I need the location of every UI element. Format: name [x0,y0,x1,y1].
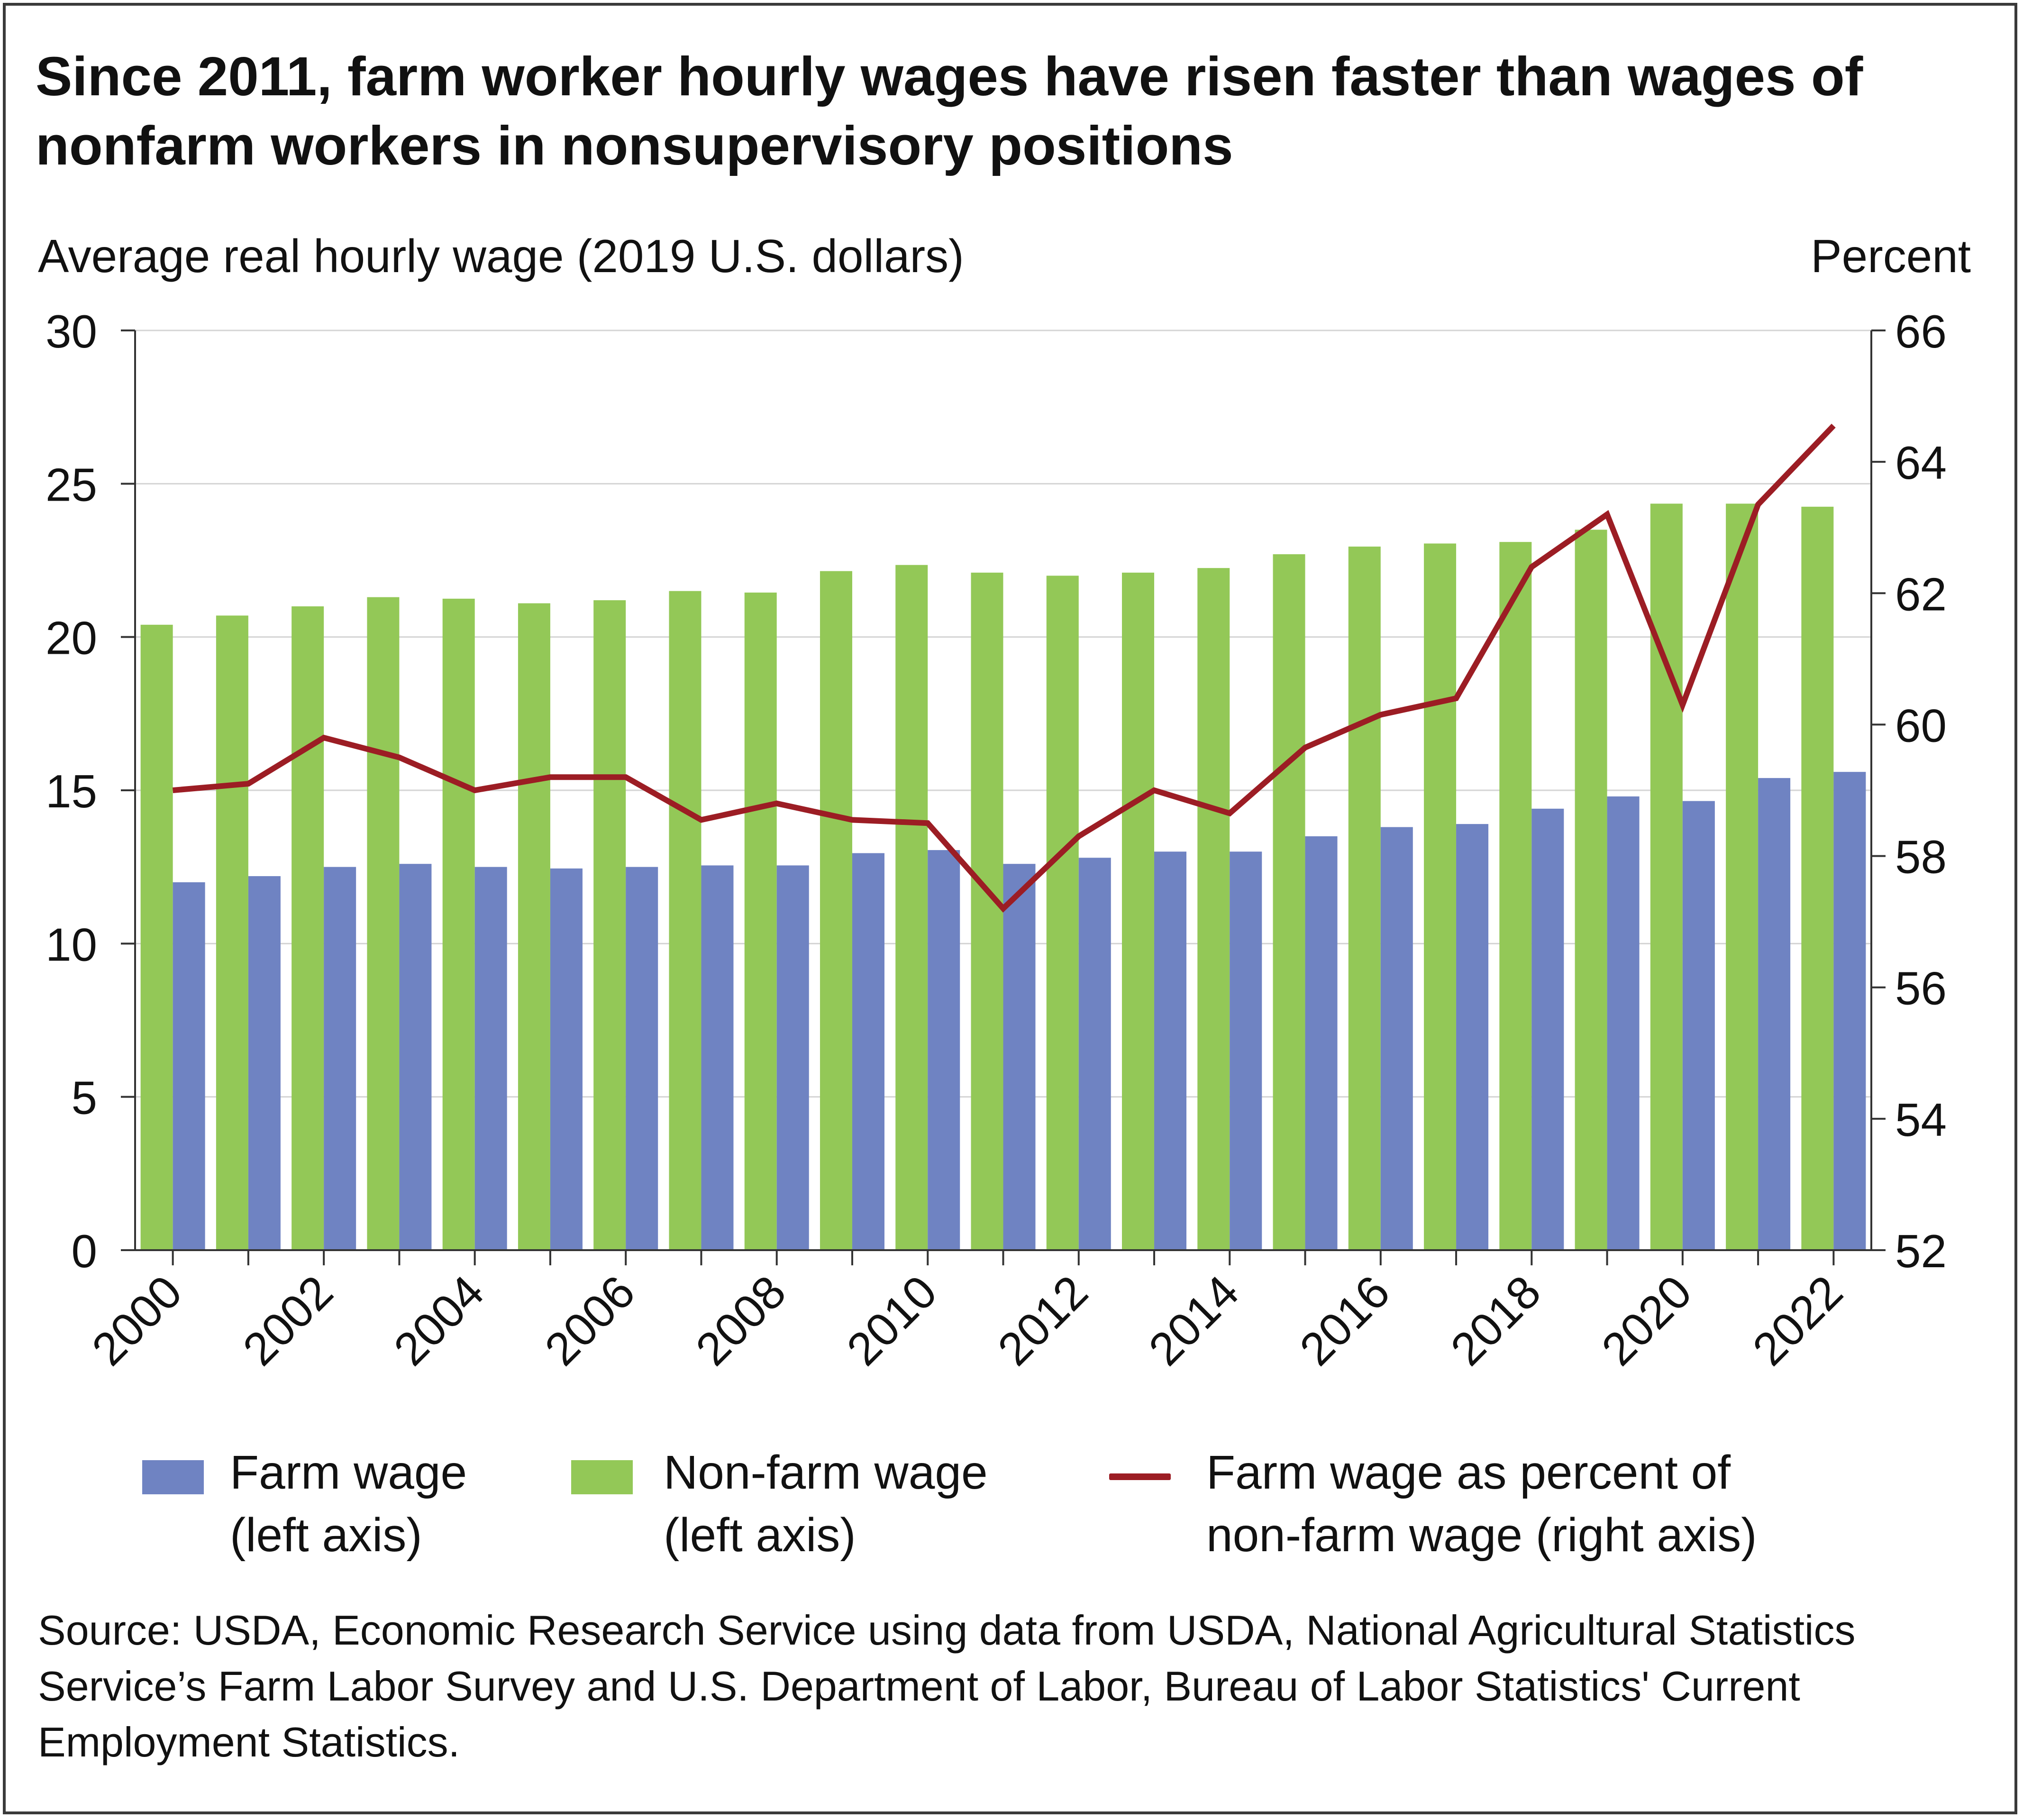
x-tick-label: 2008 [686,1265,796,1375]
legend-ratio-line2: non-farm wage (right axis) [1206,1509,1757,1562]
x-tick-label: 2020 [1592,1265,1702,1375]
x-tick-label: 2016 [1290,1265,1400,1375]
right-tick-label: 64 [1895,437,1947,489]
farm-wage-bar [399,864,432,1250]
left-axis-title: Average real hourly wage (2019 U.S. doll… [38,230,964,282]
x-tick-label: 2018 [1440,1265,1550,1375]
right-tick-label: 54 [1895,1094,1947,1146]
legend-nonfarm-line2: (left axis) [664,1509,856,1562]
left-tick-label: 30 [46,305,97,357]
nonfarm-wage-bar [593,600,626,1250]
farm-wage-bar [1305,836,1338,1250]
nonfarm-wage-bar [744,592,777,1250]
farm-wage-bar [1230,851,1262,1250]
farm-wage-bar [1682,801,1715,1250]
right-tick-label: 60 [1895,699,1947,751]
nonfarm-wage-bar [1197,568,1230,1250]
nonfarm-wage-bar [1575,530,1607,1250]
nonfarm-wage-bar [1122,572,1155,1250]
nonfarm-wage-swatch [571,1460,633,1494]
left-tick-label: 0 [71,1225,97,1277]
farm-wage-bar [1078,858,1111,1250]
nonfarm-wage-bar [1348,546,1381,1250]
left-tick-label: 25 [46,458,97,511]
ratio-line-swatch [1109,1473,1171,1480]
nonfarm-wage-bar [140,624,173,1250]
chart-plot: 0 5 10 15 20 25 30 52 54 56 58 60 62 64 66 2000 2002 2004… [46,305,1947,1375]
right-tick-label: 52 [1895,1225,1947,1277]
x-tick-label: 2002 [233,1265,343,1375]
nonfarm-wage-bar [895,565,928,1250]
farm-wage-bar [1003,864,1036,1250]
legend-nonfarm-line1: Non-farm wage [664,1446,988,1499]
x-tick-label: 2006 [535,1265,645,1375]
nonfarm-wage-bar [1650,503,1683,1250]
farm-wage-bar [928,850,960,1250]
x-tick-label: 2022 [1742,1265,1852,1375]
farm-wage-percent-line [173,423,1836,913]
farm-wage-bar [474,867,507,1250]
right-tick-label: 66 [1895,305,1947,357]
x-tick-label: 2000 [82,1265,192,1375]
farm-wage-bar [1380,827,1413,1250]
farm-wage-bar [1607,796,1640,1250]
nonfarm-wage-bar [1499,542,1532,1250]
nonfarm-wage-bar [971,572,1003,1250]
source-note: Source: USDA, Economic Research Service … [38,1607,1856,1765]
nonfarm-wage-bar [820,571,852,1250]
right-tick-label: 56 [1895,962,1947,1015]
nonfarm-wage-bar [1046,576,1079,1250]
farm-wage-bar [1833,772,1866,1250]
legend-label-farm: Farm wage (left axis) [230,1441,467,1566]
nonfarm-wage-bar [216,615,248,1250]
chart-title: Since 2011, farm worker hourly wages hav… [36,46,1863,176]
legend-label-nonfarm: Non-farm wage (left axis) [664,1441,988,1566]
farm-wage-bar [852,853,884,1250]
left-tick-label: 15 [46,765,97,817]
right-tick-label: 62 [1895,568,1947,620]
x-tick-label: 2004 [384,1265,494,1375]
legend-ratio-line1: Farm wage as percent of [1206,1446,1731,1499]
farm-wage-bar [1758,778,1791,1250]
farm-wage-bar [1154,851,1187,1250]
farm-wage-bar [1531,808,1564,1250]
farm-wage-bar [173,882,205,1250]
farm-wage-bar [701,865,734,1250]
left-tick-label: 5 [71,1072,97,1124]
right-axis-title: Percent [1811,230,1971,282]
nonfarm-wage-bar [367,597,400,1250]
nonfarm-wage-bar [1801,506,1834,1250]
nonfarm-wage-bar [1726,503,1759,1250]
nonfarm-wage-bar [442,598,475,1250]
farm-wage-bar [776,865,809,1250]
left-tick-label: 20 [46,612,97,664]
nonfarm-wage-bar [1424,543,1457,1250]
nonfarm-wage-bar [1273,554,1305,1250]
x-tick-label: 2012 [988,1265,1098,1375]
farm-wage-bar [324,867,356,1250]
farm-wage-swatch [142,1460,204,1494]
x-tick-label: 2010 [837,1265,947,1375]
legend-farm-line1: Farm wage [230,1446,467,1499]
right-tick-label: 58 [1895,831,1947,883]
legend-label-ratio: Farm wage as percent of non-farm wage (r… [1206,1441,1757,1566]
farm-wage-bar [248,876,281,1250]
nonfarm-wage-bar [518,603,550,1250]
nonfarm-wage-bar [669,591,702,1250]
farm-wage-bar [626,867,658,1250]
left-tick-label: 10 [46,918,97,970]
nonfarm-wage-bar [292,606,324,1250]
farm-wage-bar [1456,824,1489,1250]
farm-wage-bar [550,868,583,1250]
x-tick-label: 2014 [1139,1265,1248,1375]
legend-farm-line2: (left axis) [230,1509,422,1562]
